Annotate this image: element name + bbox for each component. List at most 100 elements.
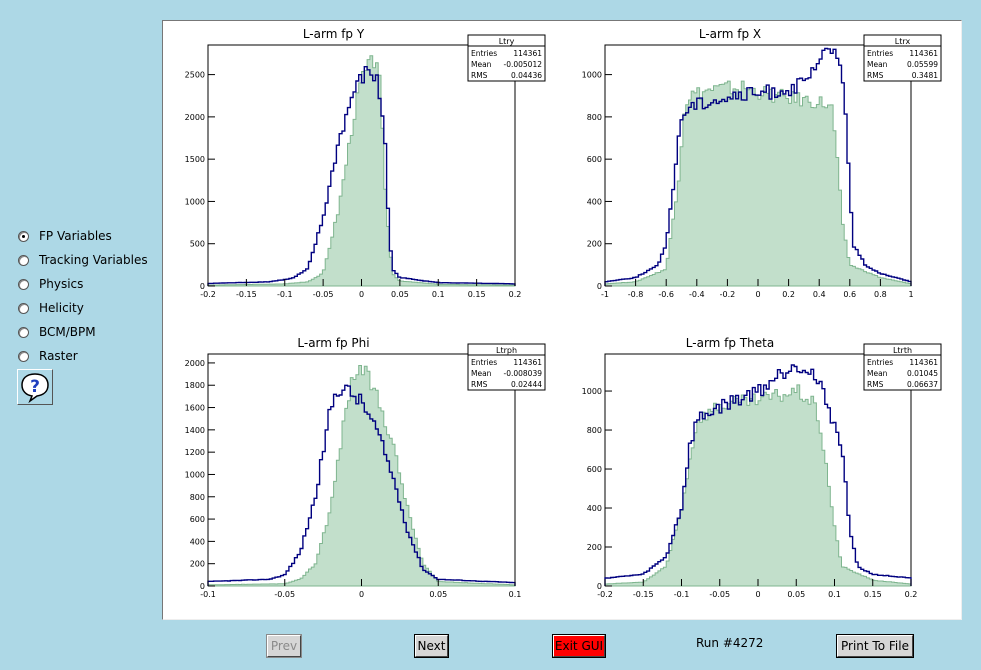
x-tick-label: 0.8 bbox=[874, 290, 887, 299]
x-tick-label: 0 bbox=[755, 290, 760, 299]
run-number: Run #4272 bbox=[696, 636, 764, 650]
stats-label: Entries bbox=[471, 358, 497, 367]
radio-fp-variables[interactable]: FP Variables bbox=[18, 224, 158, 248]
radio-circle[interactable] bbox=[18, 302, 29, 314]
stats-name: Ltrph bbox=[496, 346, 517, 355]
histogram-plots: -0.2 -0.15 -0.1 -0.05 0 0.05 0.1 0.15 0.20500100… bbox=[185, 27, 942, 599]
radio-circle[interactable] bbox=[18, 278, 29, 290]
histogram-panel: -0.2 -0.15 -0.1 -0.05 0 0.05 0.1 0.15 0.2 0 500 100… bbox=[185, 27, 546, 299]
y-tick-label: 1400 bbox=[185, 426, 205, 435]
y-tick-label: 600 bbox=[190, 515, 205, 524]
stats-value: 0.04436 bbox=[511, 71, 542, 80]
x-tick-label: -0.6 bbox=[658, 290, 674, 299]
y-tick-label: 400 bbox=[587, 197, 602, 206]
exit-gui-button[interactable]: Exit GUI bbox=[552, 634, 606, 658]
x-tick-label: 0.4 bbox=[813, 290, 826, 299]
radio-bcm-bpm[interactable]: BCM/BPM bbox=[18, 320, 158, 344]
x-tick-label: 0.1 bbox=[509, 590, 522, 599]
stats-value: 0.05599 bbox=[907, 60, 938, 69]
x-tick-label: -0.1 bbox=[200, 590, 216, 599]
y-tick-label: 200 bbox=[190, 560, 205, 569]
y-tick-label: 1000 bbox=[582, 71, 602, 80]
x-tick-label: 0.1 bbox=[828, 590, 841, 599]
radio-helicity[interactable]: Helicity bbox=[18, 296, 158, 320]
y-tick-label: 0 bbox=[200, 582, 205, 591]
x-tick-label: -0.2 bbox=[200, 290, 216, 299]
stats-value: 0.02444 bbox=[511, 380, 542, 389]
y-tick-label: 800 bbox=[587, 113, 602, 122]
stats-label: Mean bbox=[471, 60, 492, 69]
radio-label: Raster bbox=[39, 349, 78, 363]
reference-histogram-fill bbox=[207, 365, 516, 587]
stats-box bbox=[863, 343, 942, 391]
y-tick-label: 0 bbox=[597, 582, 602, 591]
radio-circle[interactable] bbox=[18, 254, 29, 266]
radio-label: Physics bbox=[39, 277, 84, 291]
stats-box bbox=[863, 34, 942, 82]
y-tick-label: 1000 bbox=[185, 470, 205, 479]
reference-histogram-fill bbox=[207, 55, 516, 287]
stats-value: 114361 bbox=[513, 49, 542, 58]
y-tick-label: 0 bbox=[597, 282, 602, 291]
x-tick-label: -0.05 bbox=[274, 590, 295, 599]
y-tick-label: 1200 bbox=[185, 448, 205, 457]
stats-value: 0.06637 bbox=[907, 380, 938, 389]
y-tick-label: 400 bbox=[587, 504, 602, 513]
x-tick-label: 0 bbox=[755, 590, 760, 599]
stats-value: 114361 bbox=[513, 358, 542, 367]
y-tick-label: 2000 bbox=[185, 113, 205, 122]
y-tick-label: 600 bbox=[587, 155, 602, 164]
y-tick-label: 800 bbox=[190, 493, 205, 502]
x-tick-label: -0.8 bbox=[628, 290, 644, 299]
y-tick-label: 1000 bbox=[185, 197, 205, 206]
current-histogram-line bbox=[207, 384, 516, 586]
radio-physics[interactable]: Physics bbox=[18, 272, 158, 296]
stats-label: RMS bbox=[867, 380, 884, 389]
y-tick-label: 1000 bbox=[582, 387, 602, 396]
x-tick-label: 0.05 bbox=[787, 590, 805, 599]
radio-circle[interactable] bbox=[18, 326, 29, 338]
y-tick-label: 800 bbox=[587, 426, 602, 435]
stats-label: Entries bbox=[867, 358, 893, 367]
plot-title: L-arm fp Theta bbox=[686, 336, 774, 350]
print-to-file-button[interactable]: Print To File bbox=[836, 634, 914, 658]
radio-circle[interactable] bbox=[18, 230, 29, 242]
plot-title: L-arm fp X bbox=[699, 27, 761, 41]
x-tick-label: 0.05 bbox=[429, 590, 447, 599]
reference-histogram-fill bbox=[604, 80, 912, 287]
next-button[interactable]: Next bbox=[414, 634, 449, 658]
view-selector: FP Variables Tracking Variables Physics … bbox=[18, 224, 158, 368]
prev-button[interactable]: Prev bbox=[266, 634, 302, 658]
stats-name: Ltrth bbox=[893, 346, 912, 355]
stats-label: Mean bbox=[471, 369, 492, 378]
stats-value: -0.008039 bbox=[504, 369, 543, 378]
x-tick-label: -0.15 bbox=[236, 290, 257, 299]
y-tick-label: 1500 bbox=[185, 155, 205, 164]
stats-label: RMS bbox=[471, 380, 488, 389]
stats-value: 0.01045 bbox=[907, 369, 938, 378]
radio-tracking-variables[interactable]: Tracking Variables bbox=[18, 248, 158, 272]
stats-box bbox=[467, 343, 546, 391]
plot-title: L-arm fp Y bbox=[303, 27, 365, 41]
help-button[interactable]: ? bbox=[17, 369, 53, 405]
stats-value: 0.3481 bbox=[912, 71, 938, 80]
radio-raster[interactable]: Raster bbox=[18, 344, 158, 368]
radio-circle[interactable] bbox=[18, 350, 29, 362]
x-tick-label: 0 bbox=[359, 290, 364, 299]
x-tick-label: -0.15 bbox=[633, 590, 654, 599]
stats-name: Ltry bbox=[499, 37, 515, 46]
stats-label: RMS bbox=[867, 71, 884, 80]
y-tick-label: 1600 bbox=[185, 404, 205, 413]
radio-label: FP Variables bbox=[39, 229, 112, 243]
y-tick-label: 2000 bbox=[185, 359, 205, 368]
radio-label: Helicity bbox=[39, 301, 84, 315]
x-tick-label: 0.6 bbox=[843, 290, 856, 299]
x-tick-label: -0.1 bbox=[277, 290, 293, 299]
y-tick-label: 600 bbox=[587, 465, 602, 474]
x-tick-label: -0.2 bbox=[597, 590, 613, 599]
y-tick-label: 500 bbox=[190, 240, 205, 249]
x-tick-label: -1 bbox=[601, 290, 609, 299]
x-tick-label: -0.2 bbox=[720, 290, 736, 299]
stats-box bbox=[467, 34, 546, 82]
y-tick-label: 1800 bbox=[185, 381, 205, 390]
